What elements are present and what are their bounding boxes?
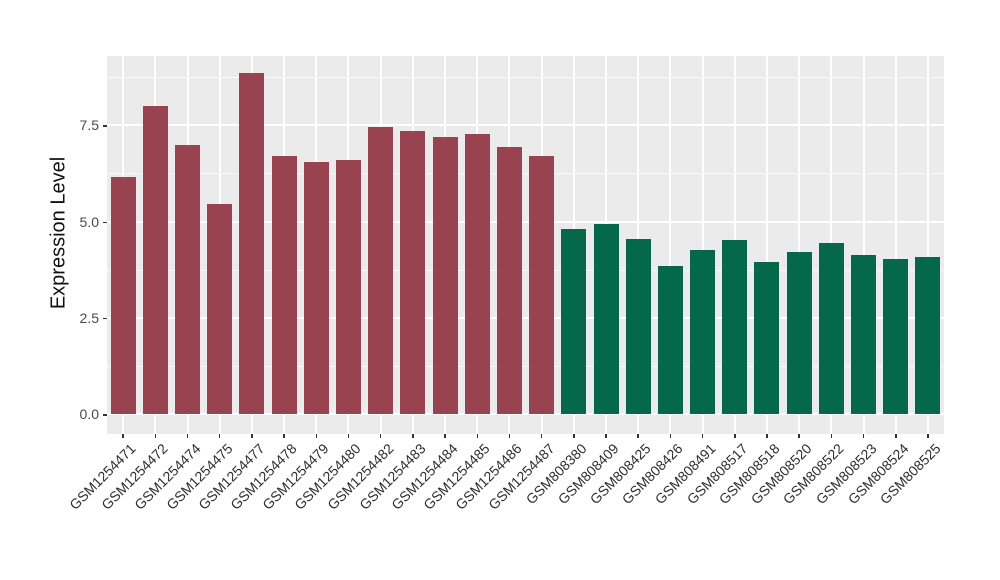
bar-GSM808522 [818,243,844,414]
bar-GSM1254475 [207,204,233,414]
x-tick [605,434,607,438]
vertical-gridline [701,56,704,434]
x-tick [573,434,575,438]
x-tick [669,434,672,438]
x-tick [895,434,897,438]
bar-GSM808426 [657,265,683,414]
bar-GSM1254477 [239,73,265,414]
y-tick [103,414,107,416]
y-tick [103,125,107,127]
bar-GSM808491 [690,249,716,414]
bar-GSM1254480 [335,159,361,414]
bar-GSM808525 [915,257,941,414]
x-tick [122,434,124,438]
vertical-gridline [894,56,897,434]
x-tick [766,434,768,438]
vertical-gridline [862,56,865,434]
x-tick [218,434,221,438]
vertical-gridline [765,56,768,434]
x-tick [186,434,189,438]
bar-GSM1254471 [110,177,136,414]
bar-GSM808425 [625,238,651,414]
vertical-gridline [926,56,929,434]
bar-GSM1254479 [303,161,329,414]
bar-GSM1254474 [175,144,200,414]
minor-gridline [107,77,944,79]
vertical-gridline [669,56,672,434]
minor-gridline [107,173,944,175]
x-tick [927,434,929,438]
x-tick [862,434,865,438]
x-tick [347,434,350,438]
major-gridline [107,316,944,319]
bar-GSM1254478 [271,156,297,414]
x-tick [701,434,704,438]
bar-GSM1254486 [496,147,522,414]
x-tick [734,434,736,438]
vertical-gridline [798,56,801,434]
bar-GSM1254483 [400,131,426,414]
x-tick [379,434,382,438]
x-tick [476,434,478,438]
bar-GSM1254472 [142,106,168,414]
y-tick [103,317,107,320]
y-tick-label: 5.0 [79,213,99,230]
y-axis-title: Expression Level [47,156,70,310]
bar-GSM808523 [851,255,876,414]
bar-GSM808524 [883,258,909,414]
y-tick-label: 0.0 [79,406,99,422]
y-tick-label: 7.5 [79,117,99,134]
x-tick [251,434,253,438]
x-tick [154,434,156,438]
x-tick [444,434,446,438]
x-tick [315,434,317,438]
minor-gridline [107,365,944,367]
bar-GSM808409 [593,224,619,414]
major-gridline [107,413,944,415]
bar-GSM808517 [722,240,748,414]
y-tick-label: 2.5 [79,309,99,326]
x-tick [798,434,800,438]
bar-GSM1254484 [432,136,458,414]
bar-GSM1254487 [529,156,555,414]
minor-gridline [107,269,944,271]
major-gridline [107,220,944,223]
x-tick [283,434,285,438]
bar-GSM808380 [561,229,587,414]
x-tick [637,434,639,438]
bar-GSM1254485 [464,134,490,414]
x-tick [830,434,833,438]
x-tick [540,434,543,438]
bar-GSM808520 [786,252,812,414]
major-gridline [107,124,944,127]
plot-panel [107,56,944,434]
bar-GSM808518 [754,261,780,414]
y-tick [103,221,107,223]
bar-GSM1254482 [368,127,394,414]
x-tick [412,434,414,438]
x-tick [508,434,511,438]
